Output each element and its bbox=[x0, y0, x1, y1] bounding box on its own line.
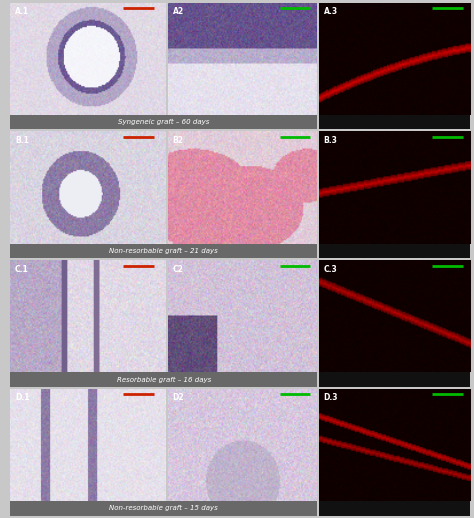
Text: Syngeneic graft – 60 days: Syngeneic graft – 60 days bbox=[118, 119, 210, 125]
Text: B.1: B.1 bbox=[15, 136, 29, 145]
Text: Non-resorbable graft – 15 days: Non-resorbable graft – 15 days bbox=[109, 505, 218, 511]
Text: C.3: C.3 bbox=[324, 265, 337, 274]
Text: C.1: C.1 bbox=[15, 265, 29, 274]
Text: A.3: A.3 bbox=[324, 7, 337, 16]
Text: C2: C2 bbox=[173, 265, 183, 274]
Text: A2: A2 bbox=[173, 7, 184, 16]
Text: D.3: D.3 bbox=[324, 393, 338, 402]
Text: Resorbable graft – 16 days: Resorbable graft – 16 days bbox=[117, 377, 211, 383]
Text: B.3: B.3 bbox=[324, 136, 337, 145]
Text: D.1: D.1 bbox=[15, 393, 29, 402]
Text: B2: B2 bbox=[173, 136, 184, 145]
Text: A.1: A.1 bbox=[15, 7, 29, 16]
Text: D2: D2 bbox=[173, 393, 184, 402]
Text: Non-resorbable graft – 21 days: Non-resorbable graft – 21 days bbox=[109, 248, 218, 254]
